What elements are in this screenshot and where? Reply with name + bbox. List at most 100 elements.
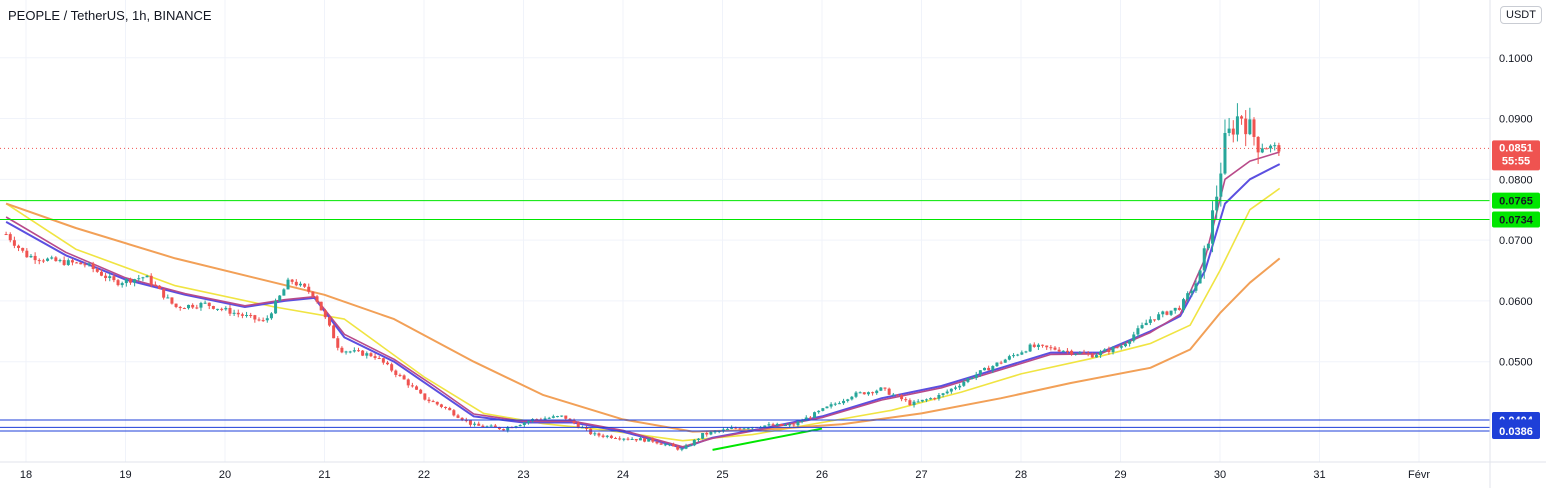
candle-body bbox=[1036, 344, 1040, 347]
candle-body bbox=[1223, 132, 1227, 174]
candle-body bbox=[1240, 116, 1244, 119]
candle-body bbox=[493, 425, 497, 428]
candle-body bbox=[153, 284, 157, 286]
candle-body bbox=[709, 431, 713, 435]
x-tick-label: 31 bbox=[1313, 469, 1325, 481]
candle-body bbox=[460, 417, 464, 421]
candle-body bbox=[386, 362, 390, 365]
candle-body bbox=[29, 255, 33, 258]
candle-body bbox=[1049, 347, 1053, 349]
candle-body bbox=[1090, 354, 1094, 358]
x-tick-label: 25 bbox=[716, 469, 728, 481]
candle-body bbox=[419, 389, 423, 394]
candle-body bbox=[1020, 352, 1024, 355]
candle-body bbox=[908, 400, 912, 406]
candle-body bbox=[1007, 356, 1011, 360]
candle-body bbox=[195, 307, 199, 309]
candle-body bbox=[817, 410, 821, 413]
candle-body bbox=[1186, 293, 1190, 300]
candle-body bbox=[784, 425, 788, 427]
candle-body bbox=[489, 425, 493, 427]
candle-body bbox=[1032, 344, 1036, 347]
candle-body bbox=[526, 421, 530, 423]
candle-body bbox=[1202, 248, 1206, 271]
candle-body bbox=[1053, 347, 1057, 350]
candle-body bbox=[141, 277, 145, 279]
candle-body bbox=[1107, 349, 1111, 353]
candle-body bbox=[999, 362, 1003, 364]
currency-button[interactable]: USDT bbox=[1500, 6, 1542, 24]
candle-body bbox=[746, 428, 750, 430]
candle-body bbox=[95, 269, 99, 272]
candle-body bbox=[348, 351, 352, 353]
candle-body bbox=[4, 234, 8, 236]
candle-body bbox=[900, 395, 904, 400]
candle-body bbox=[41, 260, 45, 262]
candle-body bbox=[721, 429, 725, 432]
candle-body bbox=[904, 399, 908, 401]
symbol-title: PEOPLE / TetherUS, 1h, BINANCE bbox=[8, 8, 212, 23]
candle-body bbox=[54, 257, 58, 262]
candle-body bbox=[630, 438, 634, 440]
candle-body bbox=[555, 416, 559, 418]
y-tick-label: 0.0500 bbox=[1499, 357, 1533, 369]
candle-body bbox=[307, 286, 311, 292]
candle-body bbox=[120, 283, 124, 286]
last-price-label: 0.0851 bbox=[1499, 142, 1533, 154]
candle-body bbox=[601, 435, 605, 437]
candle-body bbox=[1227, 128, 1231, 133]
candle-body bbox=[253, 315, 257, 320]
candle-body bbox=[742, 428, 746, 430]
candle-body bbox=[568, 418, 572, 420]
candle-body bbox=[1273, 145, 1277, 147]
candle-body bbox=[439, 404, 443, 407]
candle-body bbox=[1165, 311, 1169, 315]
candle-body bbox=[813, 412, 817, 418]
candle-body bbox=[1128, 340, 1132, 344]
candle-body bbox=[220, 308, 224, 310]
green-level-tag bbox=[1492, 211, 1540, 228]
candle-body bbox=[1070, 350, 1074, 355]
candle-body bbox=[585, 427, 589, 429]
blue-level-tag bbox=[1492, 422, 1540, 439]
candle-body bbox=[1206, 243, 1210, 249]
candle-body bbox=[821, 408, 825, 411]
candle-body bbox=[937, 394, 941, 399]
candle-body bbox=[497, 427, 501, 430]
candle-body bbox=[157, 285, 161, 289]
candle-body bbox=[945, 391, 949, 394]
candle-body bbox=[1248, 119, 1252, 135]
candle-body bbox=[240, 314, 244, 316]
candle-body bbox=[191, 304, 195, 308]
x-tick-label: 20 bbox=[219, 469, 231, 481]
candle-body bbox=[340, 347, 344, 353]
candle-body bbox=[203, 302, 207, 304]
candle-body bbox=[647, 438, 651, 442]
candle-body bbox=[522, 422, 526, 426]
candle-body bbox=[265, 318, 269, 321]
candle-body bbox=[941, 393, 945, 395]
candle-body bbox=[1148, 319, 1152, 323]
candle-body bbox=[228, 307, 232, 314]
candle-body bbox=[680, 448, 684, 450]
candle-body bbox=[1086, 353, 1090, 355]
candle-body bbox=[435, 401, 439, 405]
candle-body bbox=[792, 424, 796, 426]
candle-body bbox=[112, 276, 116, 281]
candle-body bbox=[261, 320, 265, 322]
candle-body bbox=[1078, 352, 1082, 354]
candle-body bbox=[473, 423, 477, 425]
candle-body bbox=[871, 392, 875, 394]
x-tick-label: 21 bbox=[318, 469, 330, 481]
candle-body bbox=[763, 425, 767, 428]
candle-body bbox=[344, 351, 348, 353]
candle-body bbox=[692, 439, 696, 446]
candle-body bbox=[1219, 173, 1223, 197]
candle-body bbox=[551, 416, 555, 418]
candle-body bbox=[336, 338, 340, 348]
moving-averages bbox=[5, 151, 1281, 449]
candle-body bbox=[137, 278, 141, 280]
candle-body bbox=[232, 312, 236, 314]
